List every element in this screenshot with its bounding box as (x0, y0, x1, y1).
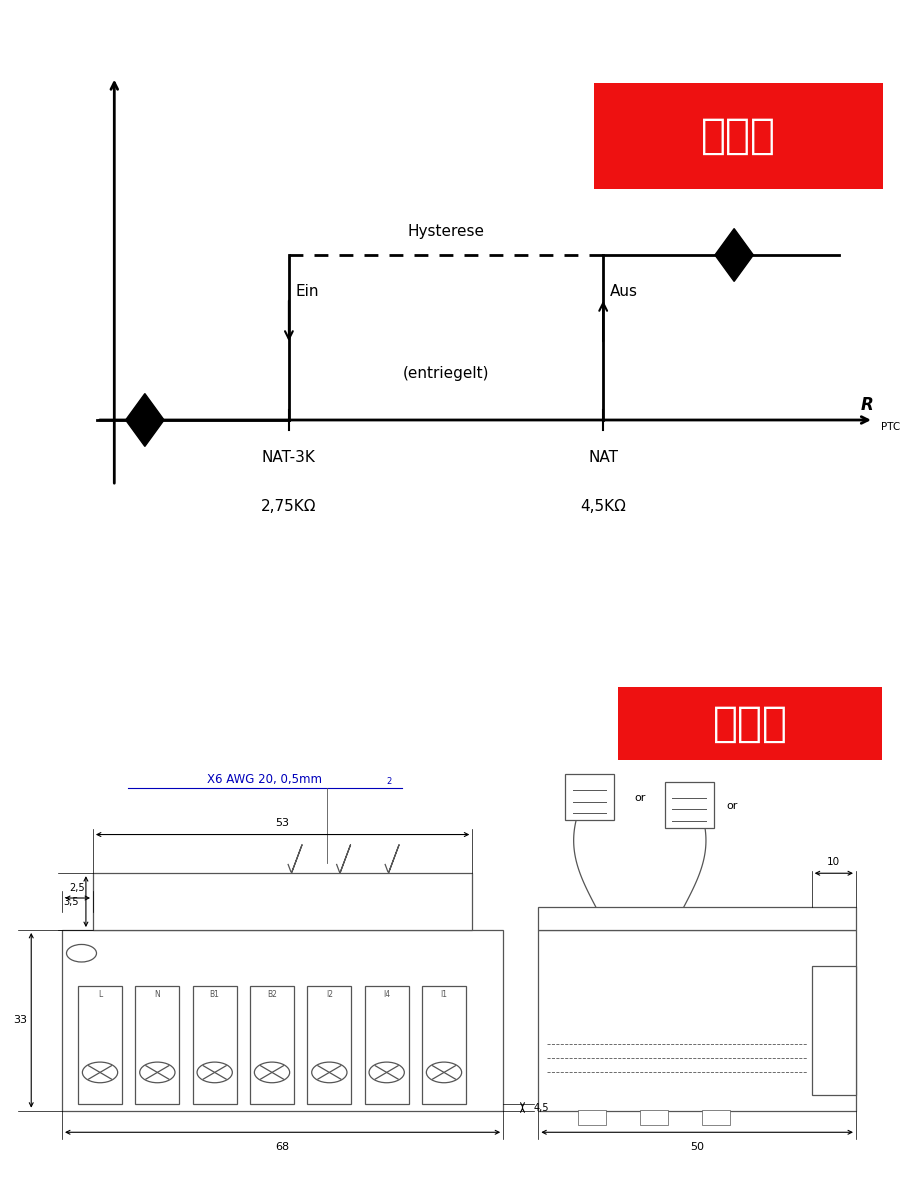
Text: NAT-3K: NAT-3K (262, 450, 316, 464)
Bar (702, 1110, 730, 1126)
Bar (62, 930, 503, 1111)
Text: 50: 50 (690, 1141, 704, 1152)
Polygon shape (715, 228, 753, 282)
FancyBboxPatch shape (664, 782, 714, 828)
Text: NAT: NAT (589, 450, 618, 464)
Text: (entriegelt): (entriegelt) (403, 366, 490, 382)
Text: 4,5: 4,5 (533, 1103, 549, 1112)
Bar (538, 930, 856, 1111)
Bar (364, 985, 409, 1104)
Text: L: L (98, 990, 103, 998)
Text: or: or (634, 793, 645, 804)
Text: B1: B1 (210, 990, 220, 998)
Text: 尺寸图: 尺寸图 (713, 702, 788, 744)
Bar (78, 985, 122, 1104)
Polygon shape (126, 394, 164, 446)
Bar (193, 985, 237, 1104)
Bar (135, 985, 179, 1104)
Text: I2: I2 (326, 990, 333, 998)
Text: X6 AWG 20, 0,5mm: X6 AWG 20, 0,5mm (208, 773, 322, 786)
Text: 33: 33 (13, 1015, 27, 1025)
Text: 53: 53 (275, 818, 290, 828)
Text: 68: 68 (275, 1141, 290, 1152)
Bar (578, 1110, 607, 1126)
Text: R: R (860, 396, 874, 414)
FancyBboxPatch shape (565, 774, 614, 820)
Text: N: N (155, 990, 160, 998)
Bar (640, 1110, 668, 1126)
Text: 2,5: 2,5 (69, 883, 86, 893)
Text: PTC: PTC (881, 421, 900, 432)
Text: Ein: Ein (296, 283, 320, 299)
Bar (538, 907, 856, 930)
Text: Aus: Aus (610, 283, 638, 299)
Bar (93, 874, 472, 930)
Text: I4: I4 (383, 990, 391, 998)
Text: 2,75KΩ: 2,75KΩ (261, 499, 317, 514)
Text: 时序图: 时序图 (701, 115, 776, 157)
Bar (307, 985, 351, 1104)
FancyBboxPatch shape (595, 84, 883, 188)
FancyBboxPatch shape (617, 688, 882, 760)
Text: or: or (726, 802, 738, 811)
Text: 3,5: 3,5 (63, 896, 79, 907)
Bar (250, 985, 294, 1104)
Text: Hysterese: Hysterese (408, 224, 484, 240)
Text: I1: I1 (440, 990, 447, 998)
Bar (422, 985, 466, 1104)
Text: B2: B2 (267, 990, 277, 998)
Text: 2: 2 (387, 776, 392, 786)
Bar (812, 966, 856, 1096)
Text: 4,5KΩ: 4,5KΩ (580, 499, 626, 514)
Text: 10: 10 (827, 857, 841, 868)
